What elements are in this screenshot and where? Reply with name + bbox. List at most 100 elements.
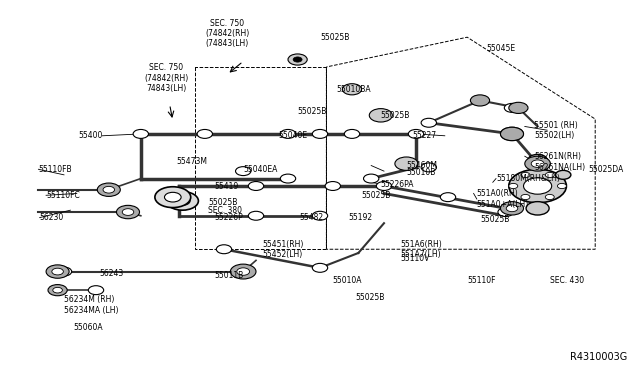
Circle shape bbox=[155, 187, 191, 208]
Text: 55045E: 55045E bbox=[486, 44, 516, 53]
Text: 55400: 55400 bbox=[78, 131, 102, 140]
Circle shape bbox=[197, 129, 212, 138]
Circle shape bbox=[408, 129, 424, 138]
Circle shape bbox=[230, 264, 256, 279]
Text: 55025B: 55025B bbox=[298, 107, 327, 116]
Text: 55011B: 55011B bbox=[214, 271, 244, 280]
Circle shape bbox=[545, 172, 554, 177]
Circle shape bbox=[122, 209, 134, 215]
Circle shape bbox=[52, 268, 63, 275]
Circle shape bbox=[525, 156, 550, 171]
Circle shape bbox=[472, 96, 488, 105]
Text: 551A6(RH)
551A7(LH): 551A6(RH) 551A7(LH) bbox=[400, 240, 442, 259]
Text: 55501 (RH)
55502(LH): 55501 (RH) 55502(LH) bbox=[534, 121, 578, 140]
Text: 55110FB: 55110FB bbox=[38, 165, 72, 174]
Circle shape bbox=[500, 127, 524, 141]
Circle shape bbox=[421, 163, 436, 172]
Circle shape bbox=[293, 57, 302, 62]
Circle shape bbox=[421, 118, 436, 127]
Circle shape bbox=[52, 287, 62, 293]
Text: 55060A: 55060A bbox=[74, 323, 103, 332]
Text: SEC. 750
(74842(RH)
(74843(LH): SEC. 750 (74842(RH) (74843(LH) bbox=[205, 19, 250, 48]
Circle shape bbox=[376, 182, 392, 190]
Circle shape bbox=[312, 211, 328, 220]
Text: 55010A: 55010A bbox=[333, 276, 362, 285]
Text: 55180M(RH&LH): 55180M(RH&LH) bbox=[496, 174, 560, 183]
Circle shape bbox=[557, 183, 566, 189]
Text: 55227: 55227 bbox=[413, 131, 437, 140]
Circle shape bbox=[288, 54, 307, 65]
Text: 55025B: 55025B bbox=[381, 111, 410, 120]
Circle shape bbox=[342, 84, 362, 95]
Text: 55025B: 55025B bbox=[208, 198, 237, 207]
Circle shape bbox=[531, 160, 544, 167]
Circle shape bbox=[133, 129, 148, 138]
Text: 55473M: 55473M bbox=[176, 157, 207, 166]
Text: 55226PA: 55226PA bbox=[381, 180, 414, 189]
Circle shape bbox=[506, 205, 518, 212]
Circle shape bbox=[556, 170, 571, 179]
Text: 55226P: 55226P bbox=[214, 213, 243, 222]
Text: 551A0(RH)
551A0+A(LH): 551A0(RH) 551A0+A(LH) bbox=[477, 189, 529, 209]
Circle shape bbox=[236, 167, 251, 176]
Circle shape bbox=[528, 154, 547, 166]
Text: 56234M (RH)
56234MA (LH): 56234M (RH) 56234MA (LH) bbox=[64, 295, 118, 315]
Text: 56261N(RH)
56261NA(LH): 56261N(RH) 56261NA(LH) bbox=[534, 152, 586, 171]
Text: 55010BA: 55010BA bbox=[336, 85, 371, 94]
Circle shape bbox=[364, 174, 379, 183]
Circle shape bbox=[500, 127, 524, 141]
Circle shape bbox=[344, 129, 360, 138]
Circle shape bbox=[521, 172, 530, 177]
Text: 55040E: 55040E bbox=[278, 131, 308, 140]
Text: 56230: 56230 bbox=[40, 213, 64, 222]
Text: 55451(RH)
55452(LH): 55451(RH) 55452(LH) bbox=[262, 240, 304, 259]
Circle shape bbox=[280, 174, 296, 183]
Text: 55482: 55482 bbox=[300, 213, 324, 222]
Circle shape bbox=[248, 182, 264, 190]
Circle shape bbox=[521, 195, 530, 200]
Text: 55460M: 55460M bbox=[406, 161, 437, 170]
Circle shape bbox=[48, 285, 67, 296]
Text: 55040EA: 55040EA bbox=[243, 165, 278, 174]
Circle shape bbox=[312, 129, 328, 138]
Text: 55025B: 55025B bbox=[362, 191, 391, 200]
Text: 55110FC: 55110FC bbox=[46, 191, 80, 200]
Circle shape bbox=[509, 102, 528, 113]
Text: 55110F: 55110F bbox=[467, 276, 496, 285]
Circle shape bbox=[175, 196, 190, 205]
Text: 55192: 55192 bbox=[349, 213, 373, 222]
Circle shape bbox=[56, 267, 72, 276]
Circle shape bbox=[237, 268, 250, 275]
Text: 55025B: 55025B bbox=[355, 293, 385, 302]
Circle shape bbox=[166, 192, 198, 210]
Circle shape bbox=[164, 192, 181, 202]
Circle shape bbox=[509, 183, 518, 189]
Circle shape bbox=[440, 193, 456, 202]
Circle shape bbox=[524, 178, 552, 194]
Circle shape bbox=[116, 205, 140, 219]
Circle shape bbox=[248, 211, 264, 220]
Circle shape bbox=[103, 186, 115, 193]
Text: SEC. 430: SEC. 430 bbox=[550, 276, 584, 285]
Circle shape bbox=[395, 157, 418, 170]
Text: 55419: 55419 bbox=[214, 182, 239, 190]
Text: 55025B: 55025B bbox=[480, 215, 509, 224]
Circle shape bbox=[369, 109, 392, 122]
Circle shape bbox=[545, 195, 554, 200]
Circle shape bbox=[498, 208, 513, 217]
Circle shape bbox=[500, 202, 524, 215]
Text: 55110V: 55110V bbox=[400, 254, 429, 263]
Text: SEC. 750
(74842(RH)
74843(LH): SEC. 750 (74842(RH) 74843(LH) bbox=[144, 63, 189, 93]
Circle shape bbox=[325, 182, 340, 190]
Circle shape bbox=[504, 103, 520, 112]
Text: 55025B: 55025B bbox=[320, 33, 349, 42]
Circle shape bbox=[506, 131, 518, 137]
Circle shape bbox=[526, 202, 549, 215]
Text: R4310003G: R4310003G bbox=[570, 352, 627, 362]
Text: 56243: 56243 bbox=[99, 269, 124, 278]
Circle shape bbox=[216, 245, 232, 254]
Circle shape bbox=[312, 263, 328, 272]
Text: 55025DA: 55025DA bbox=[589, 165, 624, 174]
Circle shape bbox=[88, 286, 104, 295]
Circle shape bbox=[509, 169, 566, 203]
